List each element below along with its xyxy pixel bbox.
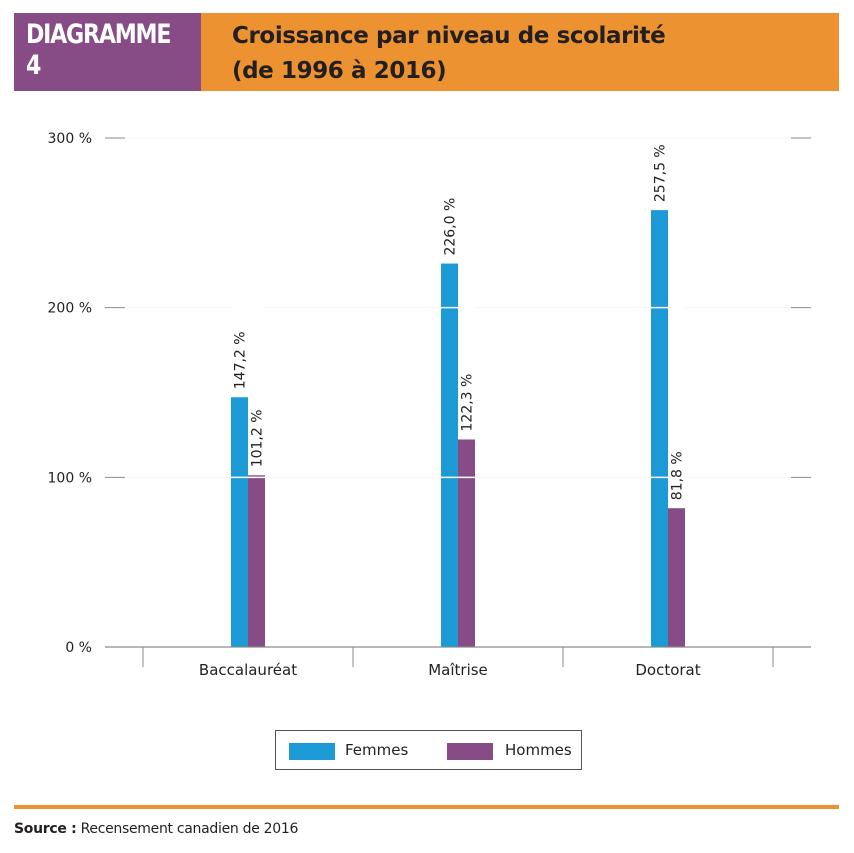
category-label: Baccalauréat [199, 661, 297, 679]
legend-swatch-femmes [289, 743, 335, 760]
category-label: Doctorat [635, 661, 700, 679]
footer-rule [14, 805, 839, 809]
source-text: Recensement canadien de 2016 [80, 821, 299, 837]
chart-title-line2: (de 1996 à 2016) [232, 58, 447, 84]
bar-chart: 0 % 100 % 200 % 300 % Baccalauréat Maîtrise Do… [48, 131, 811, 679]
legend-label-femmes: Femmes [345, 741, 409, 759]
diagram-number: DIAGRAMME 4 [26, 19, 171, 81]
title-box: Croissance par niveau de scolarité (de 1… [201, 13, 839, 91]
chart-header: DIAGRAMME 4 Croissance par niveau de sco… [14, 13, 839, 91]
bar-femmes [231, 397, 248, 647]
y-tick-label: 100 % [48, 470, 92, 486]
legend-label-hommes: Hommes [505, 741, 572, 759]
category-label: Maîtrise [428, 661, 488, 679]
value-label-hommes: 122,3 % [460, 374, 476, 432]
bar-femmes [651, 210, 668, 647]
diagram-badge: DIAGRAMME 4 [14, 13, 201, 91]
value-labels: 147,2 % 101,2 % 226,0 % 122,3 % 257,5 % 81,8 … [233, 144, 686, 500]
source-note: Source : Recensement canadien de 2016 [14, 821, 298, 837]
legend: Femmes Hommes [275, 730, 582, 770]
y-tick-label: 200 % [48, 301, 92, 317]
value-label-femmes: 257,5 % [653, 144, 669, 202]
bar-hommes [668, 508, 685, 647]
value-label-femmes: 226,0 % [443, 198, 459, 256]
y-tick-label: 300 % [48, 131, 92, 147]
bar-hommes [248, 475, 265, 647]
legend-swatch-hommes [447, 743, 493, 760]
chart-title-line1: Croissance par niveau de scolarité [232, 23, 666, 49]
bar-femmes [441, 263, 458, 647]
y-tick-label: 0 % [65, 640, 92, 656]
axes: 0 % 100 % 200 % 300 % Baccalauréat Maîtrise Do… [48, 131, 811, 679]
bars [231, 210, 685, 647]
value-label-hommes: 101,2 % [250, 409, 266, 467]
value-label-femmes: 147,2 % [233, 331, 249, 389]
bar-hommes [458, 439, 475, 647]
value-label-hommes: 81,8 % [670, 451, 686, 500]
bar-gridlines [231, 306, 685, 479]
source-label: Source : [14, 821, 77, 837]
